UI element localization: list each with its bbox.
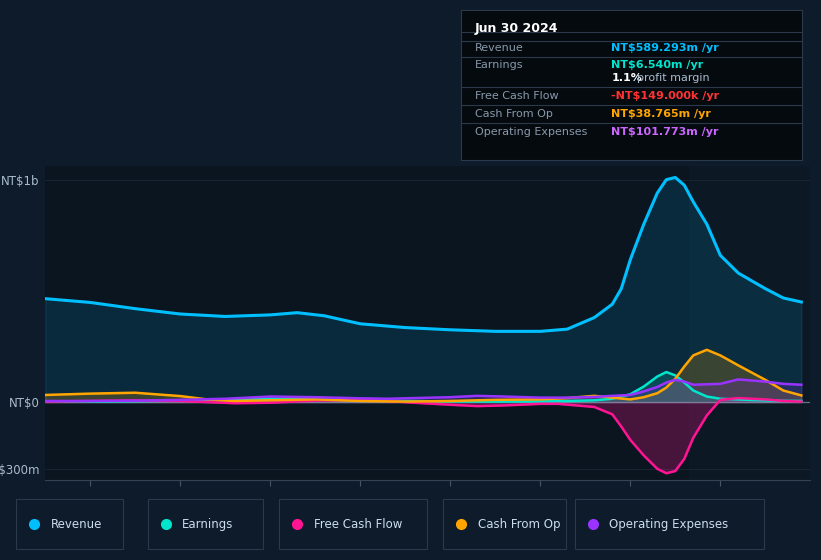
- Text: Cash From Op: Cash From Op: [478, 517, 560, 531]
- Text: Earnings: Earnings: [182, 517, 234, 531]
- Text: -NT$149.000k /yr: -NT$149.000k /yr: [612, 91, 719, 101]
- Text: Free Cash Flow: Free Cash Flow: [314, 517, 402, 531]
- Text: NT$6.540m /yr: NT$6.540m /yr: [612, 60, 704, 70]
- Text: Earnings: Earnings: [475, 60, 524, 70]
- Text: Jun 30 2024: Jun 30 2024: [475, 22, 558, 35]
- Text: Operating Expenses: Operating Expenses: [475, 127, 587, 137]
- Text: NT$589.293m /yr: NT$589.293m /yr: [612, 43, 719, 53]
- Bar: [689, 166, 810, 480]
- Text: Operating Expenses: Operating Expenses: [609, 517, 728, 531]
- Text: Revenue: Revenue: [475, 43, 524, 53]
- Text: 1.1%: 1.1%: [612, 73, 642, 83]
- Text: Revenue: Revenue: [51, 517, 103, 531]
- Text: Cash From Op: Cash From Op: [475, 109, 553, 119]
- Text: Free Cash Flow: Free Cash Flow: [475, 91, 558, 101]
- Text: NT$101.773m /yr: NT$101.773m /yr: [612, 127, 719, 137]
- Text: NT$38.765m /yr: NT$38.765m /yr: [612, 109, 711, 119]
- Text: profit margin: profit margin: [637, 73, 709, 83]
